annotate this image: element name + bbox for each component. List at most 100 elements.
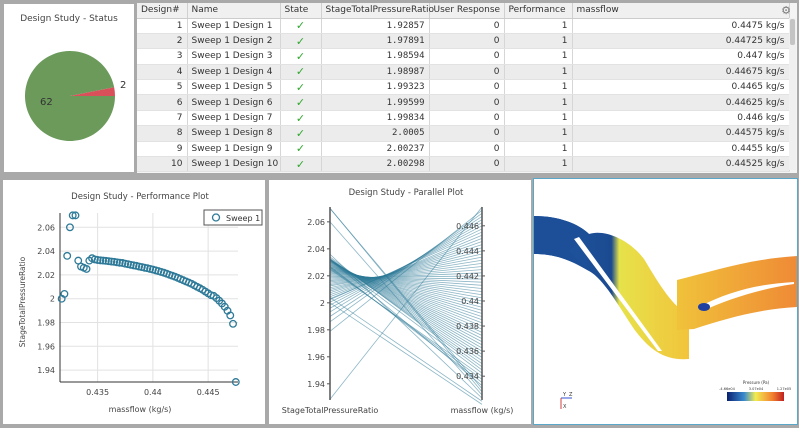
axis-triad-icon: Y Z X: [560, 392, 573, 410]
data-point[interactable]: [99, 256, 108, 265]
parallel-line[interactable]: [329, 250, 483, 290]
status-chart-panel: Design Study - Status 62 2: [4, 4, 134, 172]
table-row[interactable]: 7 Sweep 1 Design 7 ✓ 1.99834 0 1 0.446 kg/s: [137, 110, 790, 127]
data-point[interactable]: [229, 319, 237, 328]
data-point[interactable]: [107, 257, 116, 266]
colorbar-max: 1.27e05: [777, 387, 791, 391]
table-scrollbar[interactable]: [789, 18, 796, 170]
table-row[interactable]: 10 Sweep 1 Design 10 ✓ 2.00298 0 1 0.44525 kg/…: [137, 156, 790, 173]
col-massflow[interactable]: massflow: [572, 3, 790, 19]
state-check-icon: ✓: [280, 141, 322, 158]
left-tick-label: 1.96: [307, 353, 325, 362]
gear-icon[interactable]: ⚙: [781, 4, 791, 17]
col-user-response[interactable]: User Response: [429, 3, 505, 19]
cfd-pressure-view[interactable]: Pressure (Pa) -4.66e04 3.07e04 1.27e05 Y…: [533, 178, 798, 425]
scrollbar-thumb[interactable]: [790, 19, 795, 45]
rotor-leading-edge-low: [698, 303, 710, 311]
parallel-line[interactable]: [329, 221, 483, 396]
data-point[interactable]: [143, 264, 152, 273]
parallel-line[interactable]: [329, 253, 483, 399]
parallel-line[interactable]: [329, 244, 483, 294]
data-point[interactable]: [68, 211, 77, 220]
pressure-contour: Pressure (Pa) -4.66e04 3.07e04 1.27e05 Y…: [534, 216, 797, 410]
data-point[interactable]: [96, 256, 105, 265]
table-row[interactable]: 1 Sweep 1 Design 1 ✓ 1.92857 0 1 0.4475 kg/s: [137, 18, 790, 34]
data-point[interactable]: [74, 256, 83, 265]
user-response: 0: [429, 48, 505, 65]
data-point[interactable]: [137, 263, 146, 271]
col-state[interactable]: State: [280, 3, 322, 19]
parallel-line[interactable]: [329, 257, 483, 368]
parallel-plot-panel: Design Study - Parallel Plot 2.06 2.04 2.0…: [269, 180, 531, 424]
data-point[interactable]: [132, 261, 141, 270]
data-point[interactable]: [63, 251, 72, 260]
y-tick-label: 2.04: [37, 247, 55, 256]
parallel-line[interactable]: [329, 266, 483, 383]
design-name: Sweep 1 Design 2: [187, 33, 281, 50]
performance-plot: Design Study - Performance Plot 0.435 0.4…: [18, 192, 263, 414]
massflow: 0.44725 kg/s: [572, 33, 790, 50]
data-point[interactable]: [124, 260, 132, 269]
parallel-line[interactable]: [329, 266, 483, 283]
pressure-ratio: 1.99834: [321, 110, 430, 127]
parallel-line[interactable]: [329, 262, 483, 284]
table-row[interactable]: 8 Sweep 1 Design 8 ✓ 2.0005 0 1 0.44575 kg/s: [137, 125, 790, 142]
x-tick-label: 0.445: [197, 388, 220, 397]
col-pressure-ratio[interactable]: StageTotalPressureRatio: [321, 3, 434, 19]
pie-slice-62[interactable]: [25, 50, 116, 141]
data-point[interactable]: [118, 259, 127, 267]
design-name: Sweep 1 Design 1: [187, 18, 281, 34]
parallel-plot: Design Study - Parallel Plot 2.06 2.04 2.0…: [282, 188, 514, 415]
table-row[interactable]: 2 Sweep 1 Design 2 ✓ 1.97891 0 1 0.44725 kg/s: [137, 33, 790, 50]
data-point[interactable]: [71, 211, 80, 220]
table-row[interactable]: 9 Sweep 1 Design 9 ✓ 2.00237 0 1 0.4455 kg/s: [137, 141, 790, 158]
y-tick-label: 2.06: [37, 223, 55, 232]
performance: 1: [504, 94, 573, 111]
parallel-line[interactable]: [329, 256, 483, 371]
parallel-line[interactable]: [329, 208, 483, 393]
parallel-line[interactable]: [329, 297, 483, 402]
massflow: 0.4465 kg/s: [572, 79, 790, 96]
design-number: 2: [137, 33, 188, 50]
design-number: 10: [137, 156, 188, 173]
data-point[interactable]: [104, 257, 113, 266]
parallel-line[interactable]: [329, 234, 483, 300]
design-name: Sweep 1 Design 5: [187, 79, 281, 96]
left-tick-label: 2.04: [307, 245, 325, 254]
legend[interactable]: Sweep 1: [203, 209, 263, 226]
pressure-ratio: 1.92857: [321, 18, 430, 34]
parallel-line[interactable]: [329, 302, 483, 405]
table-row[interactable]: 5 Sweep 1 Design 5 ✓ 1.99323 0 1 0.4465 kg/s: [137, 79, 790, 96]
parallel-line[interactable]: [329, 247, 483, 292]
massflow: 0.447 kg/s: [572, 48, 790, 65]
data-point[interactable]: [57, 294, 66, 303]
pie-slice-2[interactable]: [70, 87, 115, 96]
parallel-line[interactable]: [329, 216, 483, 317]
data-point[interactable]: [110, 257, 119, 266]
state-check-icon: ✓: [280, 33, 322, 50]
design-name: Sweep 1 Design 10: [187, 156, 281, 173]
parallel-line[interactable]: [329, 256, 483, 287]
state-check-icon: ✓: [280, 64, 322, 81]
data-point[interactable]: [112, 258, 121, 267]
col-name[interactable]: Name: [187, 3, 281, 19]
massflow: 0.44575 kg/s: [572, 125, 790, 142]
col-design-number[interactable]: Design#: [137, 3, 188, 19]
pressure-ratio: 1.99599: [321, 94, 430, 111]
user-response: 0: [429, 156, 505, 173]
right-tick-label: 0.438: [456, 322, 479, 331]
table-row[interactable]: 6 Sweep 1 Design 6 ✓ 1.99599 0 1 0.44625 kg/s: [137, 94, 790, 111]
design-table-panel: Design# Name State StageTotalPressureRat…: [137, 3, 797, 173]
user-response: 0: [429, 141, 505, 158]
data-point[interactable]: [101, 256, 110, 265]
table-row[interactable]: 4 Sweep 1 Design 4 ✓ 1.98987 0 1 0.44675 kg/s: [137, 64, 790, 81]
data-point[interactable]: [231, 378, 240, 386]
parallel-line[interactable]: [329, 259, 483, 386]
data-point[interactable]: [85, 256, 94, 265]
data-point[interactable]: [66, 223, 74, 232]
svg-text:Z: Z: [569, 392, 573, 398]
col-performance[interactable]: Performance: [504, 3, 573, 19]
table-row[interactable]: 3 Sweep 1 Design 3 ✓ 1.98594 0 1 0.447 kg/s: [137, 48, 790, 65]
data-point[interactable]: [115, 258, 124, 267]
parallel-line[interactable]: [329, 253, 483, 289]
